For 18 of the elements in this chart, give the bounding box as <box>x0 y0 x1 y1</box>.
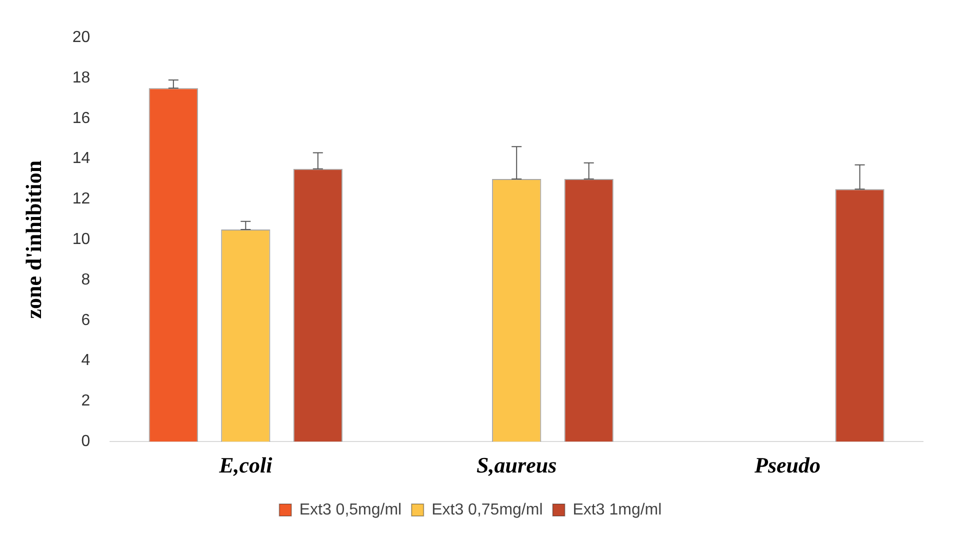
legend-label: Ext3 1mg/ml <box>572 501 662 518</box>
y-tick-label: 14 <box>72 150 90 168</box>
y-tick-label: 20 <box>72 29 90 46</box>
y-axis-title: zone d'inhibition <box>20 160 46 319</box>
x-tick-label: S,aureus <box>476 452 557 478</box>
y-tick-label: 4 <box>81 352 90 370</box>
y-tick-label: 2 <box>81 392 90 410</box>
y-tick-label: 10 <box>72 231 90 248</box>
y-tick-label: 16 <box>72 110 90 127</box>
y-tick-label: 18 <box>72 69 90 86</box>
y-tick-label: 12 <box>72 190 90 208</box>
legend-label: Ext3 0,5mg/ml <box>299 501 402 518</box>
y-tick-label: 0 <box>81 433 90 450</box>
x-tick-label: Pseudo <box>754 452 821 478</box>
x-tick-label: E,coli <box>218 452 274 478</box>
legend-label: Ext3 0,75mg/ml <box>432 501 543 518</box>
y-tick-label: 6 <box>81 312 90 329</box>
y-tick-label: 8 <box>81 271 90 288</box>
